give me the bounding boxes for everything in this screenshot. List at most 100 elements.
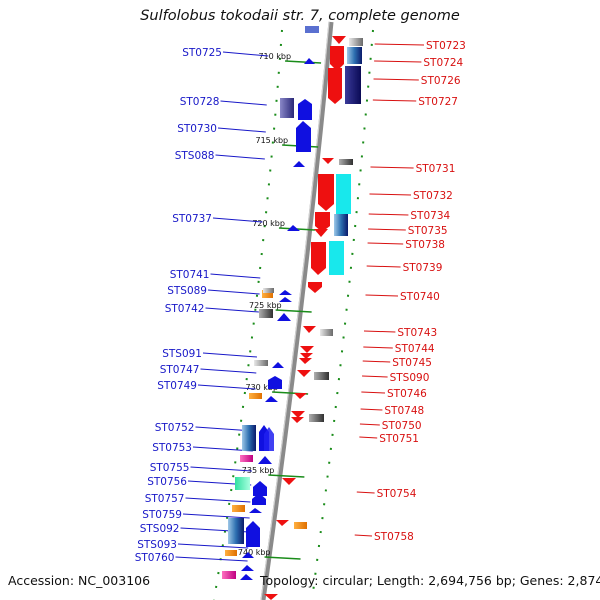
left-connector-line [190, 466, 252, 472]
right-gene-label[interactable]: ST0731 [416, 163, 456, 175]
right-gene-label[interactable]: ST0734 [410, 210, 450, 222]
left-connector-line [205, 307, 259, 313]
gene-arrow [242, 552, 254, 558]
gene-arrow [258, 456, 272, 464]
left-connector-line [217, 127, 266, 133]
left-gene-label[interactable]: STS093 [137, 539, 177, 551]
gene-arrow [330, 46, 344, 71]
right-gene-label[interactable]: ST0748 [384, 405, 424, 417]
right-gene-label[interactable]: ST0746 [387, 388, 427, 400]
left-gene-label[interactable]: ST0742 [165, 303, 205, 315]
gene-box [249, 393, 262, 399]
left-connector-line [220, 100, 267, 106]
right-gene-label[interactable]: ST0758 [374, 531, 414, 543]
left-connector-line [200, 368, 257, 374]
right-gene-label[interactable]: ST0738 [405, 239, 445, 251]
left-gene-label[interactable]: ST0753 [152, 442, 192, 454]
right-gene-label[interactable]: STS090 [390, 372, 430, 384]
left-connector-line [202, 352, 258, 358]
left-gene-label[interactable]: ST0725 [182, 47, 222, 59]
left-gene-label[interactable]: ST0759 [142, 509, 182, 521]
genome-ruler-highlight [260, 21, 330, 600]
left-gene-label[interactable]: STS092 [140, 523, 180, 535]
gene-box [309, 414, 324, 422]
right-connector-line [360, 408, 383, 411]
gene-arrow [249, 508, 262, 513]
gene-arrow [265, 396, 278, 402]
gene-arrow [279, 290, 292, 295]
right-gene-label[interactable]: ST0732 [413, 190, 453, 202]
gene-arrow [287, 225, 300, 231]
right-connector-line [365, 294, 399, 297]
right-gene-label[interactable]: ST0744 [395, 343, 435, 355]
gene-arrow [291, 417, 304, 423]
gene-arrow [300, 353, 313, 359]
gene-box [228, 518, 244, 544]
gene-box [259, 309, 273, 318]
left-gene-label[interactable]: ST0757 [145, 493, 185, 505]
right-connector-line [363, 330, 396, 333]
gene-box [254, 360, 268, 366]
right-connectors [354, 43, 425, 537]
gene-box [345, 66, 361, 104]
gene-box [334, 214, 348, 236]
left-connectors [175, 51, 269, 562]
gene-arrow [276, 520, 289, 526]
right-gene-label[interactable]: ST0724 [423, 57, 463, 69]
gene-arrow [293, 161, 305, 167]
gene-arrow [264, 427, 274, 451]
gene-box [347, 47, 362, 64]
gene-box [232, 505, 245, 512]
right-gene-label[interactable]: ST0754 [377, 488, 417, 500]
right-gene-label[interactable]: ST0723 [426, 40, 466, 52]
right-gene-label[interactable]: ST0751 [379, 433, 419, 445]
gene-box [263, 288, 274, 293]
right-gene-label[interactable]: ST0727 [418, 96, 458, 108]
forward-strand-genes [264, 36, 363, 600]
gene-arrow [253, 481, 267, 496]
right-gene-label[interactable]: ST0740 [400, 291, 440, 303]
kbp-tick-mark [264, 556, 301, 560]
topology-text: Topology: circular; Length: 2,694,756 bp… [260, 573, 600, 588]
right-connector-line [374, 60, 422, 63]
left-gene-label[interactable]: ST0755 [150, 462, 190, 474]
left-connector-line [177, 543, 249, 549]
left-gene-label[interactable]: ST0737 [172, 213, 212, 225]
right-gene-label[interactable]: ST0735 [408, 225, 448, 237]
right-gene-label[interactable]: ST0750 [382, 420, 422, 432]
right-connector-line [373, 78, 419, 81]
gene-box [222, 571, 236, 579]
reverse-strand-genes [222, 58, 315, 580]
kbp-tick-mark [268, 474, 305, 478]
right-connector-line [370, 166, 414, 169]
right-gene-label[interactable]: ST0739 [403, 262, 443, 274]
kbp-tick-label: 715 kbp [256, 136, 289, 145]
kbp-tick-mark [285, 60, 322, 64]
left-connector-line [185, 497, 251, 503]
right-gene-label[interactable]: ST0743 [397, 327, 437, 339]
left-gene-label[interactable]: STS091 [162, 348, 202, 360]
left-gene-label[interactable]: STS088 [175, 150, 215, 162]
left-connector-line [212, 217, 263, 223]
right-gene-label[interactable]: ST0745 [392, 357, 432, 369]
left-gene-label[interactable]: ST0728 [180, 96, 220, 108]
left-connector-line [182, 513, 250, 519]
left-gene-label[interactable]: ST0749 [157, 380, 197, 392]
gene-box [349, 38, 363, 46]
left-gene-label[interactable]: STS089 [167, 285, 207, 297]
left-gene-label[interactable]: ST0747 [160, 364, 200, 376]
left-gene-label[interactable]: ST0752 [155, 422, 195, 434]
genome-ruler [260, 21, 334, 600]
left-gene-label[interactable]: ST0730 [177, 123, 217, 135]
left-connector-line [215, 154, 265, 160]
gene-arrow [303, 326, 316, 333]
right-connector-line [354, 534, 373, 537]
right-gene-label[interactable]: ST0726 [421, 75, 461, 87]
left-gene-label[interactable]: ST0741 [170, 269, 210, 281]
left-gene-label[interactable]: ST0756 [147, 476, 187, 488]
gene-arrow [314, 229, 328, 237]
left-gene-label[interactable]: ST0760 [135, 552, 175, 564]
right-connector-line [361, 391, 386, 394]
gene-box [294, 522, 307, 529]
gene-arrow [240, 574, 253, 580]
